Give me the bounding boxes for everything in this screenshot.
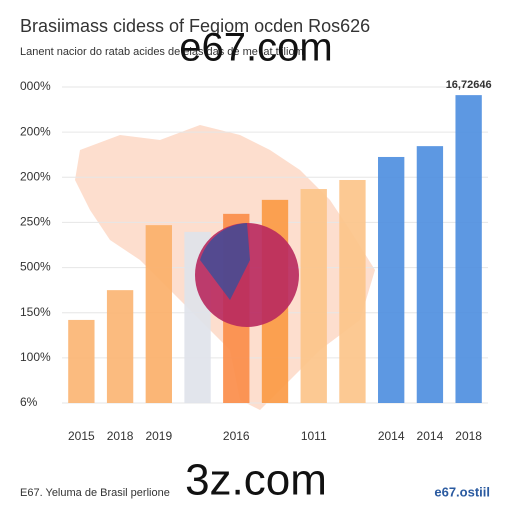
y-tick-label: 250%	[20, 215, 51, 229]
y-tick-label: 150%	[20, 305, 51, 319]
chart-subtitle: Lanent nacior do ratab acides de elas da…	[20, 46, 304, 58]
x-tick-label: 2014	[417, 429, 444, 443]
x-tick-label: 2016	[223, 429, 250, 443]
logo: e67.ostiil	[434, 484, 490, 499]
y-tick-label: 500%	[20, 260, 51, 274]
x-tick-label: 2019	[145, 429, 172, 443]
watermark: 3z.com	[185, 456, 327, 505]
x-tick-label: 2018	[455, 429, 482, 443]
footer: E67. Yeluma de Brasil perlione	[20, 487, 170, 499]
bar	[455, 95, 482, 403]
chart-title: Brasiimass cidess of Fegiom ocden Ros626	[20, 16, 370, 36]
watermark: e67.com	[179, 26, 332, 70]
y-tick-label: 000%	[20, 79, 51, 93]
globe-land	[200, 223, 250, 300]
bar	[106, 290, 134, 403]
y-tick-label: 100%	[20, 350, 51, 364]
bar	[300, 189, 327, 403]
y-tick-label: 200%	[20, 169, 51, 183]
y-tick-label: 6%	[20, 395, 38, 409]
x-tick-label: 2014	[378, 429, 405, 443]
x-tick-label: 1011	[301, 429, 327, 443]
bar	[339, 179, 366, 403]
bar	[68, 319, 95, 403]
bar	[416, 146, 444, 403]
annotation: 16,72646	[446, 79, 492, 91]
x-tick-label: 2018	[107, 429, 134, 443]
bar	[145, 225, 172, 403]
y-tick-label: 200%	[20, 124, 51, 138]
x-tick-label: 2015	[68, 429, 95, 443]
bar	[378, 156, 405, 403]
